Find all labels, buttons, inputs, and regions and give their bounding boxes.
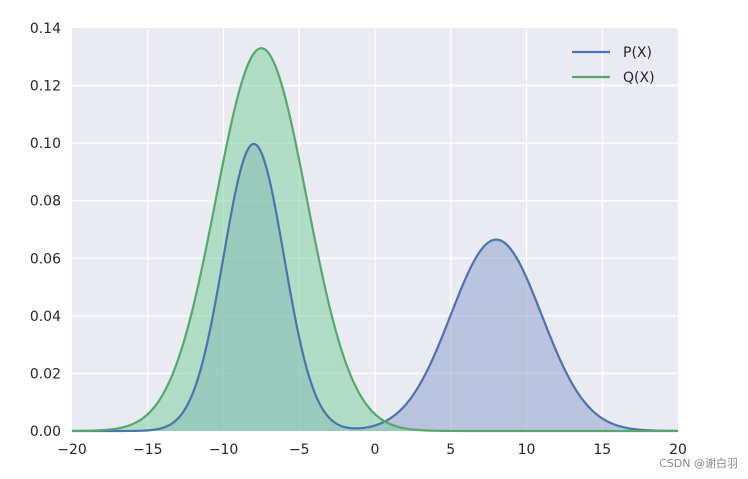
legend: P(X) Q(X) <box>572 45 655 86</box>
x-tick-label: 20 <box>669 442 687 458</box>
x-tick-label: 15 <box>593 442 611 458</box>
legend-label-q: Q(X) <box>623 70 655 86</box>
series-q-line <box>72 47 678 433</box>
x-tick-label: 5 <box>446 442 455 458</box>
x-tick-label: −10 <box>209 442 239 458</box>
series-p-line <box>72 142 679 433</box>
watermark: CSDN @谢白羽 <box>659 457 738 470</box>
x-tick-label: 0 <box>371 442 380 458</box>
series-lines <box>72 47 679 433</box>
y-axis-ticks: 0.00 0.02 0.04 0.06 0.08 0.10 0.12 0.14 <box>30 21 61 440</box>
x-axis-ticks: −20 −15 −10 −5 0 5 10 15 20 <box>57 442 687 458</box>
x-tick-label: −20 <box>57 442 87 458</box>
y-tick-label: 0.10 <box>30 136 61 152</box>
y-tick-label: 0.02 <box>30 366 61 382</box>
legend-label-p: P(X) <box>623 45 652 61</box>
x-tick-label: −15 <box>133 442 163 458</box>
x-tick-label: 10 <box>518 442 536 458</box>
x-tick-label: −5 <box>289 442 310 458</box>
y-tick-label: 0.14 <box>30 21 61 37</box>
y-tick-label: 0.04 <box>30 309 61 325</box>
series-q-area <box>72 48 678 432</box>
series-fills <box>72 48 678 432</box>
y-tick-label: 0.12 <box>30 79 61 95</box>
y-tick-label: 0.08 <box>30 194 61 210</box>
y-tick-label: 0.00 <box>30 424 61 440</box>
y-tick-label: 0.06 <box>30 251 61 267</box>
